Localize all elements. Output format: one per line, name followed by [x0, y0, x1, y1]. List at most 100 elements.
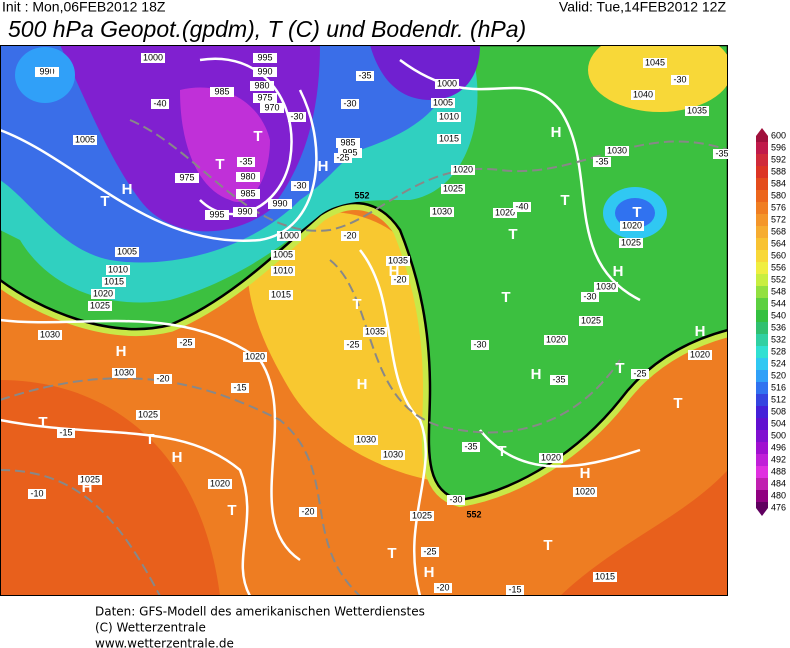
isobar-label: 1020	[93, 288, 113, 298]
isobar-label-bg	[73, 135, 97, 145]
colorbar-tick-label: 488	[771, 466, 786, 476]
isobar-label-bg	[253, 53, 277, 63]
pressure-center: H	[172, 449, 183, 466]
footer-line: (C) Wetterzentrale	[95, 621, 206, 635]
isobar-label: 1015	[439, 133, 459, 143]
isobar-label: 990	[39, 66, 54, 76]
temperature-label-bg	[288, 112, 306, 122]
map-frame	[0, 45, 728, 596]
isobar-label: 1020	[622, 220, 642, 230]
temperature-label: -40	[515, 201, 528, 211]
isobar-label-bg	[631, 90, 655, 100]
geopotential-label: 552	[354, 190, 369, 200]
isobar-label: 1030	[383, 449, 403, 459]
isobar-label-bg	[35, 67, 59, 77]
pressure-center: H	[389, 263, 400, 280]
isobar-label: 1005	[117, 246, 137, 256]
isobar-label-bg	[539, 453, 563, 463]
temperature-label: -25	[179, 337, 192, 347]
colorbar-tick-label: 548	[771, 286, 786, 296]
isobar-label: 975	[179, 172, 194, 182]
isobar-label: 1035	[388, 255, 408, 265]
pressure-center: T	[227, 502, 236, 519]
colorbar-segment	[756, 454, 768, 466]
temperature-label-bg	[341, 99, 359, 109]
isobar-label: 1040	[633, 89, 653, 99]
isobar-label: 990	[257, 66, 272, 76]
colorbar-tick-label: 516	[771, 382, 786, 392]
colorbar-segment	[756, 346, 768, 358]
colorbar-segment	[756, 166, 768, 178]
isobar-label-bg	[593, 572, 617, 582]
colorbar-tick-label: 480	[771, 490, 786, 500]
isobar-label-bg	[253, 93, 277, 103]
temperature-label-bg	[28, 489, 46, 499]
temperature-label: -35	[239, 156, 252, 166]
temperature-label: -35	[358, 70, 371, 80]
temperature-label: -20	[436, 582, 449, 592]
pressure-center: T	[47, 64, 56, 81]
colorbar-tick-label: 576	[771, 202, 786, 212]
isobar-label: 1015	[271, 289, 291, 299]
temperature-label: -30	[290, 111, 303, 121]
colorbar-tick-label: 508	[771, 406, 786, 416]
isobar-label: 1015	[595, 571, 615, 581]
colorbar-segment	[756, 394, 768, 406]
temperature-label-bg	[550, 375, 568, 385]
temperature-label-bg	[593, 157, 611, 167]
pressure-center: H	[116, 343, 127, 360]
colorbar-segment	[756, 502, 768, 516]
temperature-label-bg	[237, 157, 255, 167]
temperature-label-bg	[154, 374, 172, 384]
isobar-label-bg	[437, 134, 461, 144]
temperature-label-bg	[447, 495, 465, 505]
colorbar-tick-label: 588	[771, 166, 786, 176]
pressure-center: T	[253, 128, 262, 145]
temperature-label-bg	[671, 75, 689, 85]
colorbar-segment	[756, 442, 768, 454]
colorbar-tick-label: 564	[771, 238, 786, 248]
colorbar-tick-label: 504	[771, 418, 786, 428]
temperature-label: -30	[473, 339, 486, 349]
isobar-label-bg	[233, 207, 257, 217]
temperature-label-bg	[513, 202, 531, 212]
colorbar-segment	[756, 406, 768, 418]
temperature-label: -30	[583, 291, 596, 301]
pressure-center: H	[122, 181, 133, 198]
isobar-label: 980	[254, 80, 269, 90]
isobar-label-bg	[441, 184, 465, 194]
isobar-label: 1000	[437, 78, 457, 88]
colorbar-tick-label: 484	[771, 478, 786, 488]
isobar-label: 1030	[596, 281, 616, 291]
isobar-label: 1020	[495, 207, 515, 217]
isobar-label-bg	[88, 301, 112, 311]
isobar-label-bg	[112, 368, 136, 378]
isobar-label-bg	[38, 330, 62, 340]
isobar-label: 990	[272, 198, 287, 208]
isobar-label-bg	[685, 106, 709, 116]
colorbar-tick-label: 536	[771, 322, 786, 332]
isobar-label-bg	[493, 208, 517, 218]
colorbar-tick-label: 512	[771, 394, 786, 404]
colorbar-segment	[756, 430, 768, 442]
isobar-label: 975	[257, 92, 272, 102]
colorbar-segment	[756, 322, 768, 334]
isobar-label-bg	[141, 53, 165, 63]
isobar-label-bg	[271, 250, 295, 260]
temperature-label-bg	[434, 583, 452, 593]
colorbar-tick-label: 584	[771, 178, 786, 188]
isobar-label-bg	[437, 112, 461, 122]
temperature-label-bg	[506, 585, 524, 595]
isobar-label: 1025	[443, 183, 463, 193]
isobar-label-bg	[619, 238, 643, 248]
isobar-label-bg	[106, 265, 130, 275]
isobar-label: 1035	[687, 105, 707, 115]
isobar-label: 1030	[114, 367, 134, 377]
colorbar-segment	[756, 250, 768, 262]
pressure-center: T	[543, 537, 552, 554]
colorbar-segment	[756, 128, 768, 142]
isobar-label: 985	[340, 137, 355, 147]
isobar-label-bg	[269, 290, 293, 300]
isobar-label: 995	[257, 52, 272, 62]
